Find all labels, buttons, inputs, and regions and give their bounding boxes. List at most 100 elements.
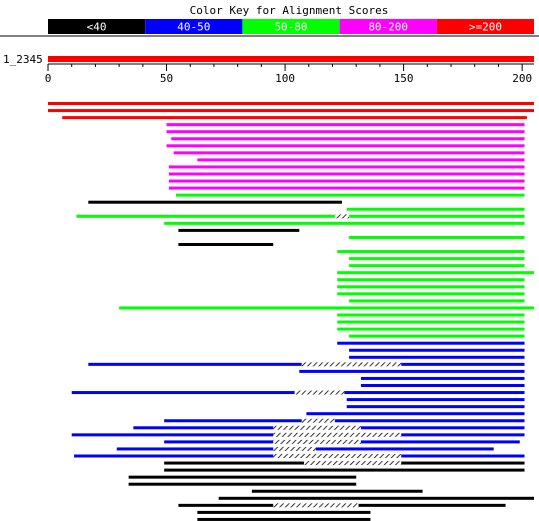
hit-bar[interactable] xyxy=(334,419,525,423)
color-key-swatch xyxy=(145,19,243,34)
hit-bar[interactable] xyxy=(128,475,357,479)
hit-bar[interactable] xyxy=(346,207,525,211)
hit-bar[interactable] xyxy=(88,362,302,366)
hit-bar[interactable] xyxy=(360,384,525,387)
hit-bar[interactable] xyxy=(360,376,525,380)
hit-gap xyxy=(273,425,361,430)
hit-bar[interactable] xyxy=(346,405,525,409)
hit-bar[interactable] xyxy=(62,116,527,120)
hit-bar[interactable] xyxy=(164,419,302,423)
hit-bar[interactable] xyxy=(197,510,371,514)
hit-bar[interactable] xyxy=(119,306,534,310)
hit-bar[interactable] xyxy=(299,369,525,373)
color-key-swatch xyxy=(242,19,340,34)
hit-bar[interactable] xyxy=(401,461,525,465)
hit-bar[interactable] xyxy=(337,285,525,289)
hit-gap xyxy=(273,503,359,508)
hit-bar[interactable] xyxy=(337,250,525,254)
hit-bar[interactable] xyxy=(346,398,525,402)
hit-bar[interactable] xyxy=(164,461,305,465)
hit-bar[interactable] xyxy=(344,391,525,395)
x-axis-tick-label: 200 xyxy=(512,72,532,85)
hit-bar[interactable] xyxy=(349,235,525,239)
hit-bar[interactable] xyxy=(337,278,525,282)
hit-bar[interactable] xyxy=(166,144,525,148)
hit-bar[interactable] xyxy=(74,454,274,458)
hit-bar[interactable] xyxy=(251,489,423,493)
hit-gap xyxy=(273,432,402,437)
hit-gap xyxy=(273,439,361,444)
x-axis-tick-label: 100 xyxy=(275,72,295,85)
hit-bar[interactable] xyxy=(315,447,494,451)
x-axis-tick-label: 50 xyxy=(160,72,173,85)
color-key-swatch xyxy=(339,19,437,34)
hit-gap xyxy=(304,461,402,466)
hit-bar[interactable] xyxy=(166,130,525,134)
hit-gap xyxy=(273,446,316,451)
hit-bar[interactable] xyxy=(337,271,534,275)
hit-bar[interactable] xyxy=(349,355,525,359)
hit-bar[interactable] xyxy=(178,228,300,232)
hit-bar[interactable] xyxy=(116,447,274,451)
hit-bar[interactable] xyxy=(164,440,274,444)
hit-bar[interactable] xyxy=(197,517,371,521)
hit-bar[interactable] xyxy=(128,482,357,486)
hit-bar[interactable] xyxy=(168,165,525,169)
hit-bar[interactable] xyxy=(178,503,274,507)
hit-bar[interactable] xyxy=(349,264,525,268)
hit-bar[interactable] xyxy=(349,214,525,218)
hit-bar[interactable] xyxy=(166,123,525,127)
hit-bar[interactable] xyxy=(176,193,525,197)
hit-bar[interactable] xyxy=(71,391,295,395)
color-key-label: >=200 xyxy=(469,21,502,34)
hit-bar[interactable] xyxy=(306,412,525,416)
alignment-hits xyxy=(48,102,534,521)
hit-gap xyxy=(301,418,335,423)
hit-bar[interactable] xyxy=(337,292,525,296)
hit-bar[interactable] xyxy=(178,243,274,246)
hit-bar[interactable] xyxy=(164,221,525,225)
hit-bar[interactable] xyxy=(360,426,525,430)
hit-bar[interactable] xyxy=(349,257,525,261)
query-bar xyxy=(48,56,534,62)
color-key-label: 50-80 xyxy=(274,21,307,34)
hit-gap xyxy=(294,390,345,395)
hit-bar[interactable] xyxy=(173,151,525,155)
hit-bar[interactable] xyxy=(168,179,525,183)
hit-bar[interactable] xyxy=(197,158,525,162)
hit-bar[interactable] xyxy=(218,496,534,500)
hit-bar[interactable] xyxy=(71,433,274,437)
hit-bar[interactable] xyxy=(76,214,335,218)
hit-gap xyxy=(273,454,402,458)
x-axis-tick-label: 150 xyxy=(394,72,414,85)
color-key-label: <40 xyxy=(87,21,107,34)
hit-bar[interactable] xyxy=(401,362,525,366)
hit-bar[interactable] xyxy=(168,172,525,176)
hit-bar[interactable] xyxy=(88,200,342,204)
hit-bar[interactable] xyxy=(349,348,525,352)
hit-bar[interactable] xyxy=(164,468,525,472)
hit-bar[interactable] xyxy=(349,299,525,303)
hit-bar[interactable] xyxy=(168,186,525,190)
color-key-label: 40-50 xyxy=(177,21,210,34)
hit-gap xyxy=(334,214,350,219)
hit-bar[interactable] xyxy=(360,440,520,444)
hit-bar[interactable] xyxy=(358,503,506,507)
hit-bar[interactable] xyxy=(401,454,525,458)
color-key-label: 80-200 xyxy=(368,21,408,34)
hit-bar[interactable] xyxy=(349,334,525,338)
hit-bar[interactable] xyxy=(48,109,534,113)
hit-bar[interactable] xyxy=(401,433,525,437)
color-key-title: Color Key for Alignment Scores xyxy=(190,4,389,17)
hit-bar[interactable] xyxy=(337,320,525,324)
hit-bar[interactable] xyxy=(337,313,525,317)
hit-bar[interactable] xyxy=(171,137,525,141)
hit-bar[interactable] xyxy=(133,426,274,430)
hit-bar[interactable] xyxy=(48,102,534,105)
color-key-swatch xyxy=(48,19,146,34)
hit-bar[interactable] xyxy=(337,327,525,331)
color-key-swatch xyxy=(436,19,534,34)
query-label: 1_2345 xyxy=(3,53,43,66)
hit-bar[interactable] xyxy=(337,341,525,345)
